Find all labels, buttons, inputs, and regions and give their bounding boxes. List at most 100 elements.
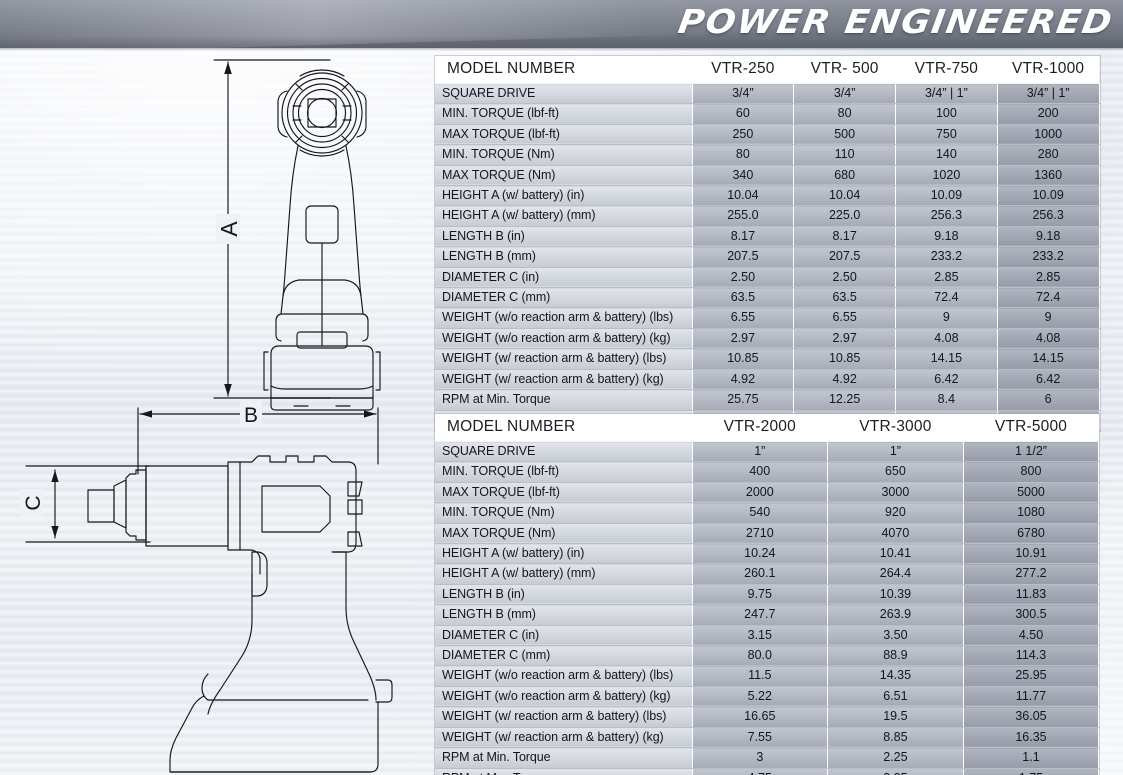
row-label: DIAMETER C (in) <box>435 266 693 289</box>
dimension-a-label: A <box>216 214 242 244</box>
row-label: MIN. TORQUE (lbf-ft) <box>435 103 693 125</box>
table1-header-row: MODEL NUMBER VTR-250 VTR- 500 VTR-750 VT… <box>435 56 1099 84</box>
table-row: RPM at Min. Torque 25.75 12.25 8.4 6 <box>435 389 1100 411</box>
row-label: DIAMETER C (in) <box>435 624 693 647</box>
brand-wordmark: POWER ENGINEERED <box>675 2 1117 41</box>
table-row: LENGTH B (mm) 247.7 263.9 300.5 <box>435 604 1100 626</box>
row-value: 3/4” | 1” <box>895 82 998 105</box>
table1-body: SQUARE DRIVE 3/4” 3/4” 3/4” | 1” 3/4” | 1” MI… <box>435 82 1100 431</box>
battery-mount-front <box>275 279 369 349</box>
row-value: 750 <box>895 123 998 146</box>
table2-header-model-0: VTR-2000 <box>692 414 828 442</box>
row-value: 6.55 <box>692 307 795 329</box>
row-value: 3.15 <box>692 624 829 647</box>
row-label: HEIGHT A (w/ battery) (in) <box>435 543 693 565</box>
row-label: WEIGHT (w/ reaction arm & battery) (kg) <box>435 368 693 391</box>
gearbox-side <box>125 461 241 551</box>
row-value: 2.25 <box>827 747 964 769</box>
table-row: LENGTH B (in) 9.75 10.39 11.83 <box>435 583 1100 606</box>
row-value: 4.92 <box>692 368 795 391</box>
svg-text:C: C <box>22 495 45 510</box>
row-value: 3/4” <box>692 82 795 105</box>
banner-lowlight <box>0 36 1123 48</box>
table-row: SQUARE DRIVE 1” 1” 1 1/2” <box>435 440 1100 463</box>
table-row: RPM at Max Torque4.753.251.75 <box>435 767 1100 775</box>
row-value: 6.55 <box>793 307 896 329</box>
side-view-tool-drawing: B C <box>20 400 393 773</box>
row-value: 250 <box>692 123 795 146</box>
table-row: WEIGHT (w/ reaction arm & battery) (kg) 7… <box>435 726 1100 749</box>
row-value: 680 <box>793 164 896 187</box>
row-label: LENGTH B (mm) <box>435 246 693 268</box>
row-label: WEIGHT (w/o reaction arm & battery) (kg) <box>435 327 693 350</box>
row-value: 650 <box>827 461 964 483</box>
row-value: 207.5 <box>692 246 795 268</box>
row-value: 277.2 <box>963 563 1100 585</box>
row-value: 4.50 <box>963 624 1100 647</box>
table2-header-model-2: VTR-5000 <box>963 414 1099 442</box>
row-value: 2.85 <box>997 266 1100 289</box>
table-row: WEIGHT (w/o reaction arm & battery) (lbs… <box>435 665 1100 687</box>
row-value: 1” <box>692 440 829 463</box>
row-label: HEIGHT A (w/ battery) (mm) <box>435 563 693 585</box>
table-row: MAX TORQUE (lbf-ft) 2000 3000 5000 <box>435 481 1100 504</box>
row-value: 500 <box>793 123 896 146</box>
row-value: 12.25 <box>793 389 896 411</box>
table-row: DIAMETER C (mm) 80.0 88.9 114.3 <box>435 645 1100 667</box>
row-value: 260.1 <box>692 563 829 585</box>
row-label: MAX TORQUE (Nm) <box>435 522 693 545</box>
row-label: MAX TORQUE (Nm) <box>435 164 693 187</box>
row-value: 9.75 <box>692 583 829 606</box>
row-value: 400 <box>692 461 829 483</box>
row-label: MIN. TORQUE (lbf-ft) <box>435 461 693 483</box>
row-value: 247.7 <box>692 604 829 626</box>
table-row: MAX TORQUE (lbf-ft) 250 500 750 1000 <box>435 123 1100 146</box>
row-label: HEIGHT A (w/ battery) (in) <box>435 185 693 207</box>
row-value: 800 <box>963 461 1100 483</box>
row-value: 19.5 <box>827 706 964 728</box>
row-value: 10.41 <box>827 543 964 565</box>
row-value: 10.39 <box>827 583 964 606</box>
row-value: 10.24 <box>692 543 829 565</box>
row-value: 100 <box>895 103 998 125</box>
table1-header-model-1: VTR- 500 <box>793 56 896 84</box>
row-value: 256.3 <box>997 205 1100 227</box>
row-label: HEIGHT A (w/ battery) (mm) <box>435 205 693 227</box>
spec-table-vtr-250-1000: MODEL NUMBER VTR-250 VTR- 500 VTR-750 VT… <box>435 56 1100 431</box>
row-label: MIN. TORQUE (Nm) <box>435 502 693 524</box>
table-row: MAX TORQUE (Nm) 2710 4070 6780 <box>435 522 1100 545</box>
row-label: RPM at Min. Torque <box>435 747 693 769</box>
row-value: 6 <box>997 389 1100 411</box>
row-value: 60 <box>692 103 795 125</box>
row-value: 1000 <box>997 123 1100 146</box>
row-value: 7.55 <box>692 726 829 749</box>
row-value: 2.97 <box>692 327 795 350</box>
row-value: 5000 <box>963 481 1100 504</box>
dimension-c: C <box>20 465 151 543</box>
table1-header-model-number: MODEL NUMBER <box>435 56 692 84</box>
row-value: 140 <box>895 144 998 166</box>
row-value: 10.85 <box>692 348 795 370</box>
table-row: DIAMETER C (in) 3.15 3.50 4.50 <box>435 624 1100 647</box>
row-label: DIAMETER C (mm) <box>435 287 693 309</box>
row-value: 540 <box>692 502 829 524</box>
table-row: MIN. TORQUE (lbf-ft) 60 80 100 200 <box>435 103 1100 125</box>
row-value: 80.0 <box>692 645 829 667</box>
row-value: 10.85 <box>793 348 896 370</box>
row-value: 14.15 <box>997 348 1100 370</box>
row-label: LENGTH B (mm) <box>435 604 693 626</box>
table-row: WEIGHT (w/ reaction arm & battery) (lbs)… <box>435 706 1100 728</box>
row-value: 4.08 <box>997 327 1100 350</box>
table-row: HEIGHT A (w/ battery) (in) 10.04 10.04 10.0… <box>435 185 1100 207</box>
row-value: 300.5 <box>963 604 1100 626</box>
row-value: 80 <box>692 144 795 166</box>
row-value: 340 <box>692 164 795 187</box>
table-row: MIN. TORQUE (Nm) 540 920 1080 <box>435 502 1100 524</box>
row-label: RPM at Min. Torque <box>435 389 693 411</box>
row-value: 255.0 <box>692 205 795 227</box>
front-view-tool-drawing: A <box>213 59 381 411</box>
row-value: 10.91 <box>963 543 1100 565</box>
row-label: MIN. TORQUE (Nm) <box>435 144 693 166</box>
row-value: 264.4 <box>827 563 964 585</box>
table-row: MIN. TORQUE (Nm) 80 110 140 280 <box>435 144 1100 166</box>
